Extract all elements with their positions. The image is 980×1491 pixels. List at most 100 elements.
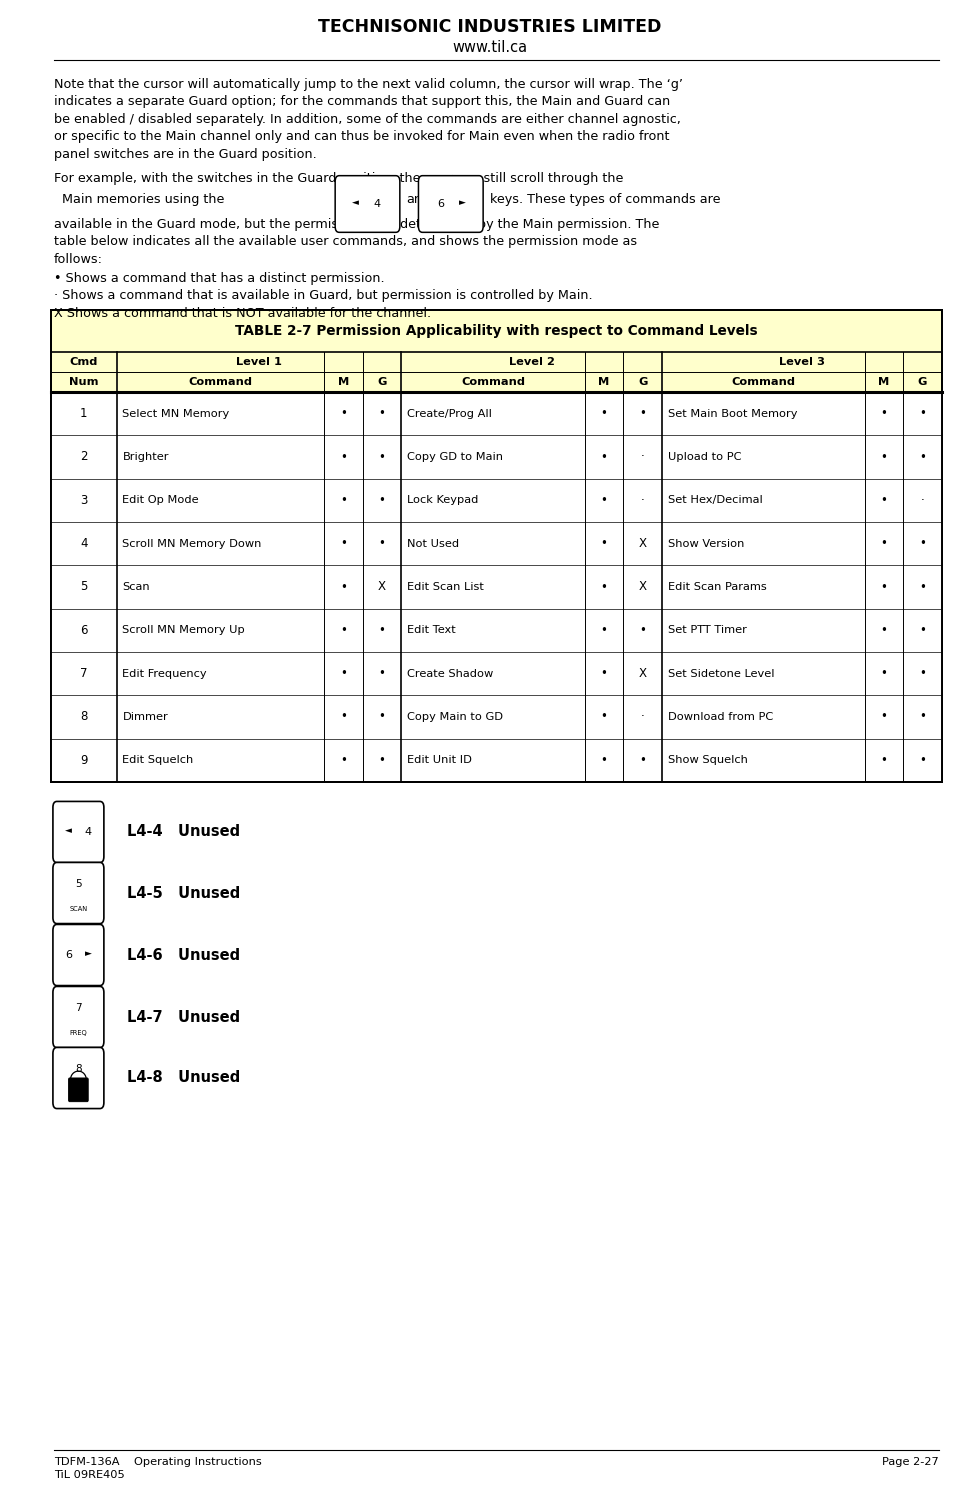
Text: G: G: [918, 377, 927, 388]
Text: TABLE 2-7 Permission Applicability with respect to Command Levels: TABLE 2-7 Permission Applicability with …: [235, 324, 758, 338]
Text: •: •: [880, 537, 887, 550]
Text: L4-5   Unused: L4-5 Unused: [127, 886, 241, 901]
Text: 9: 9: [80, 754, 87, 766]
Bar: [51, 695, 942, 738]
Text: Set PTT Timer: Set PTT Timer: [667, 625, 747, 635]
Text: •: •: [601, 580, 608, 593]
Bar: [51, 522, 942, 565]
Bar: [51, 652, 942, 695]
Text: •: •: [639, 754, 646, 766]
FancyBboxPatch shape: [418, 176, 483, 233]
Text: •: •: [880, 450, 887, 464]
Text: 5: 5: [75, 880, 81, 889]
Text: Command: Command: [731, 377, 795, 388]
Text: Scroll MN Memory Up: Scroll MN Memory Up: [122, 625, 245, 635]
Text: •: •: [601, 623, 608, 637]
Text: •: •: [378, 666, 385, 680]
Text: Level 2: Level 2: [509, 356, 555, 367]
Text: G: G: [638, 377, 647, 388]
Text: •: •: [378, 450, 385, 464]
Bar: [51, 608, 942, 652]
Text: •: •: [919, 450, 926, 464]
Text: •: •: [919, 407, 926, 420]
Text: Level 1: Level 1: [236, 356, 282, 367]
Bar: [51, 310, 942, 781]
Text: TECHNISONIC INDUSTRIES LIMITED: TECHNISONIC INDUSTRIES LIMITED: [318, 18, 662, 36]
Text: •: •: [639, 623, 646, 637]
Text: •: •: [880, 494, 887, 507]
Text: and: and: [407, 192, 431, 206]
Text: FREQ: FREQ: [70, 1030, 87, 1036]
Text: Not Used: Not Used: [407, 538, 460, 549]
Text: ◄: ◄: [65, 826, 73, 835]
Text: 6: 6: [65, 950, 73, 960]
Text: Edit Op Mode: Edit Op Mode: [122, 495, 199, 505]
Text: •: •: [378, 537, 385, 550]
Text: panel switches are in the Guard position.: panel switches are in the Guard position…: [54, 148, 317, 161]
Text: •: •: [601, 407, 608, 420]
Text: •: •: [601, 494, 608, 507]
Text: •: •: [340, 754, 347, 766]
Text: Num: Num: [69, 377, 99, 388]
Text: SCAN: SCAN: [70, 905, 87, 911]
Text: or specific to the Main channel only and can thus be invoked for Main even when : or specific to the Main channel only and…: [54, 131, 669, 143]
Text: 2: 2: [80, 450, 87, 464]
Text: G: G: [377, 377, 387, 388]
Text: •: •: [919, 537, 926, 550]
Text: Download from PC: Download from PC: [667, 713, 773, 722]
Text: 5: 5: [80, 580, 87, 593]
Text: L4-7   Unused: L4-7 Unused: [127, 1009, 240, 1024]
Text: 4: 4: [80, 537, 87, 550]
FancyBboxPatch shape: [53, 987, 104, 1048]
Text: X: X: [639, 580, 647, 593]
Text: Scan: Scan: [122, 581, 150, 592]
Text: •: •: [880, 623, 887, 637]
Text: L4-4   Unused: L4-4 Unused: [127, 825, 240, 839]
Text: Command: Command: [188, 377, 252, 388]
Bar: [51, 565, 942, 608]
Text: X: X: [639, 537, 647, 550]
Text: For example, with the switches in the Guard position, the user can still scroll : For example, with the switches in the Gu…: [54, 171, 623, 185]
Text: Level 3: Level 3: [779, 356, 825, 367]
Text: ►: ►: [84, 948, 92, 959]
Text: 8: 8: [75, 1065, 81, 1074]
Bar: [51, 479, 942, 522]
Text: table below indicates all the available user commands, and shows the permission : table below indicates all the available …: [54, 236, 637, 249]
Bar: [51, 392, 942, 435]
Text: follows:: follows:: [54, 253, 103, 265]
Text: •: •: [340, 623, 347, 637]
Text: www.til.ca: www.til.ca: [453, 40, 527, 55]
Text: Edit Scan Params: Edit Scan Params: [667, 581, 766, 592]
Text: Scroll MN Memory Down: Scroll MN Memory Down: [122, 538, 262, 549]
Bar: [51, 435, 942, 479]
FancyBboxPatch shape: [69, 1078, 88, 1102]
Text: •: •: [601, 754, 608, 766]
Text: Show Squelch: Show Squelch: [667, 756, 748, 765]
Bar: [51, 310, 942, 781]
Text: X: X: [639, 666, 647, 680]
Text: •: •: [378, 407, 385, 420]
Text: Note that the cursor will automatically jump to the next valid column, the curso: Note that the cursor will automatically …: [54, 78, 683, 91]
Text: 8: 8: [80, 711, 87, 723]
Text: · Shows a command that is available in Guard, but permission is controlled by Ma: · Shows a command that is available in G…: [54, 289, 593, 303]
FancyBboxPatch shape: [53, 802, 104, 863]
Text: 7: 7: [80, 666, 87, 680]
Text: Copy Main to GD: Copy Main to GD: [407, 713, 503, 722]
Text: Edit Frequency: Edit Frequency: [122, 668, 207, 678]
Text: ◄: ◄: [352, 198, 360, 207]
Text: 1: 1: [80, 407, 87, 420]
Text: M: M: [338, 377, 349, 388]
Text: Copy GD to Main: Copy GD to Main: [407, 452, 503, 462]
Text: X: X: [378, 580, 386, 593]
Text: •: •: [340, 711, 347, 723]
Text: ·: ·: [641, 494, 645, 507]
Text: ·: ·: [641, 711, 645, 723]
Text: •: •: [919, 754, 926, 766]
Text: Set Sidetone Level: Set Sidetone Level: [667, 668, 774, 678]
Text: ·: ·: [920, 494, 924, 507]
Text: Lock Keypad: Lock Keypad: [407, 495, 478, 505]
Text: Cmd: Cmd: [70, 356, 98, 367]
Text: •: •: [378, 711, 385, 723]
FancyBboxPatch shape: [53, 862, 104, 923]
Text: •: •: [880, 711, 887, 723]
